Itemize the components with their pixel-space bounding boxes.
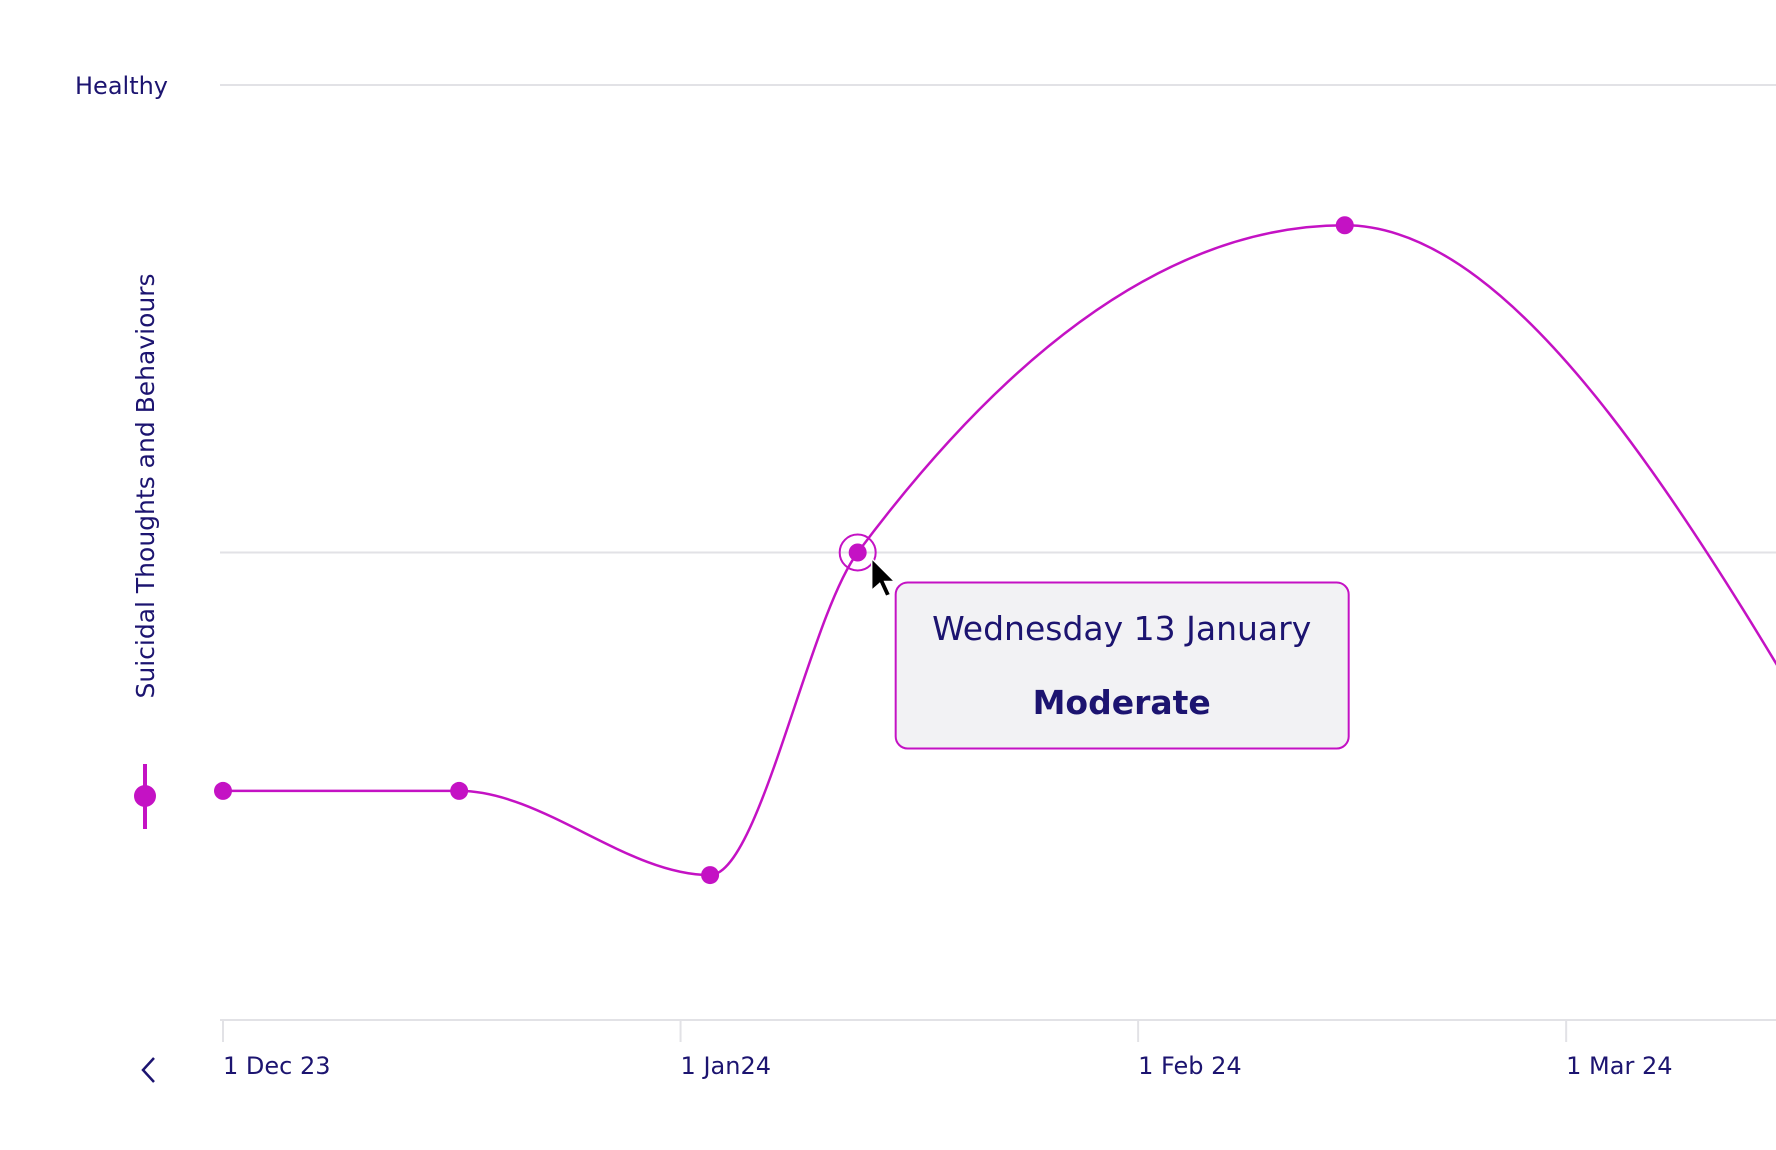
prev-button[interactable] bbox=[141, 1057, 155, 1083]
line bbox=[223, 223, 1776, 877]
plot: Healthy 1 Dec 23 1 Jan24 1 Feb 24 1 Mar 24 We… bbox=[75, 72, 1776, 1080]
tooltip-title: Wednesday 13 January bbox=[932, 609, 1311, 648]
tooltip-label: Moderate bbox=[1033, 683, 1211, 722]
point bbox=[848, 543, 867, 562]
x-tick-label: 1 Mar 24 bbox=[1566, 1052, 1672, 1080]
series bbox=[214, 216, 1776, 885]
legend-dot bbox=[134, 785, 156, 807]
x-tick-label: 1 Dec 23 bbox=[223, 1052, 331, 1080]
point bbox=[450, 781, 469, 800]
x-tick-label: 1 Jan24 bbox=[681, 1052, 771, 1080]
y-tick-label: Healthy bbox=[75, 72, 168, 100]
point bbox=[1335, 216, 1354, 235]
x-tick-label: 1 Feb 24 bbox=[1138, 1052, 1242, 1080]
hover-ring bbox=[838, 533, 877, 572]
point bbox=[701, 866, 720, 885]
legend-label: Suicidal Thoughts and Behaviours bbox=[131, 273, 160, 698]
point bbox=[214, 781, 232, 800]
tooltip bbox=[894, 581, 1350, 750]
cursor bbox=[870, 556, 897, 598]
